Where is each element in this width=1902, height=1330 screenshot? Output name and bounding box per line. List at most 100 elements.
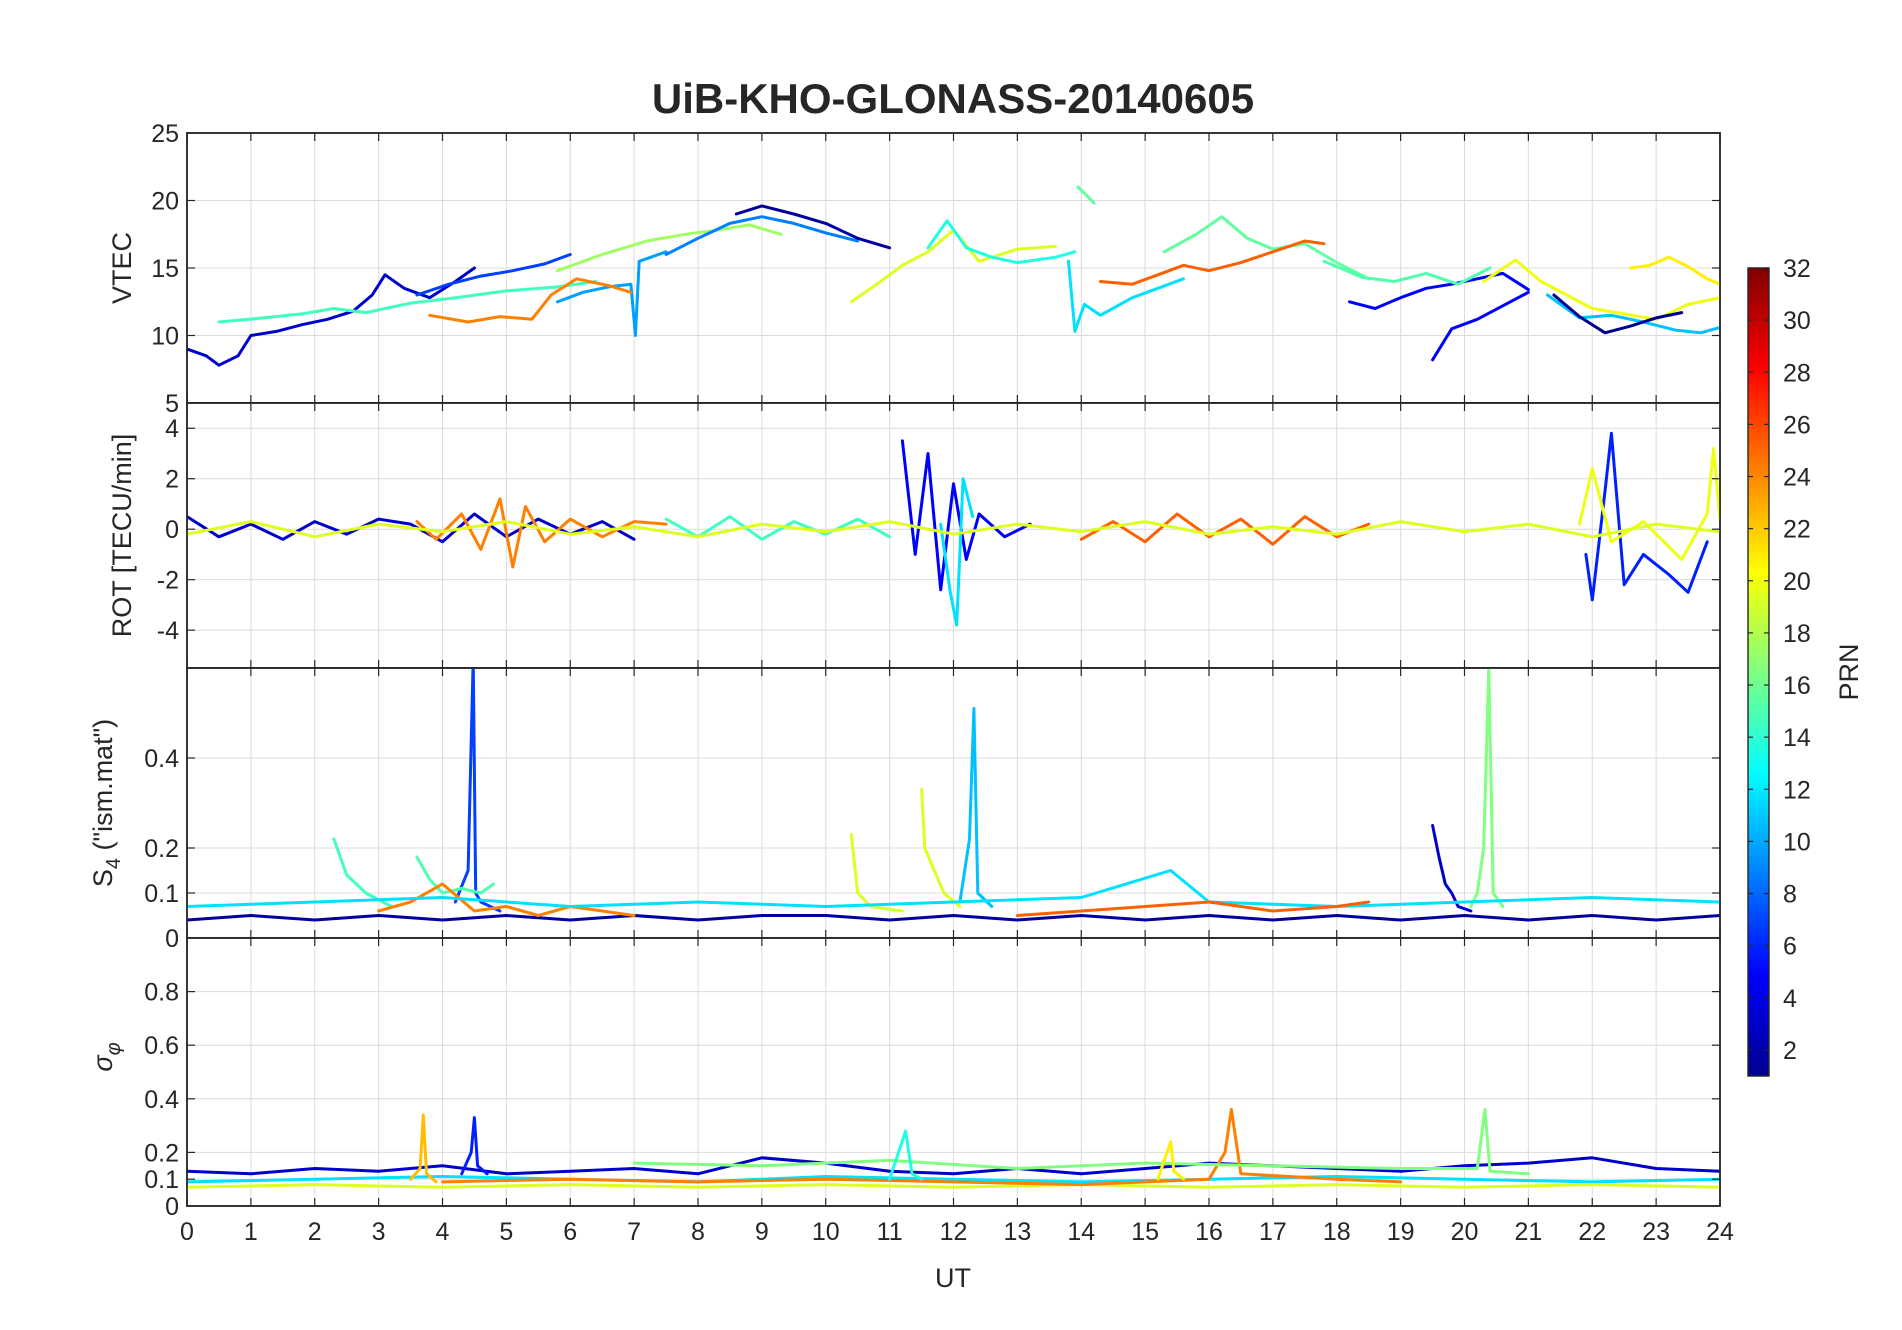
series-prn-1 <box>1552 293 1684 335</box>
series-prn-12 <box>187 869 1720 908</box>
y-tick-label: 0.2 <box>144 1139 179 1167</box>
y-axis-label: ROT [TECU/min] <box>107 434 137 638</box>
series-prn-5 <box>453 668 502 913</box>
colorbar-tick-label: 22 <box>1783 516 1811 544</box>
colorbar-tick-label: 28 <box>1783 359 1811 387</box>
series-prn-19 <box>1578 446 1720 561</box>
y-tick-label: -2 <box>157 567 179 595</box>
x-tick-label: 13 <box>1003 1218 1031 1246</box>
x-tick-label: 22 <box>1578 1218 1606 1246</box>
x-tick-label: 23 <box>1642 1218 1670 1246</box>
x-tick-label: 24 <box>1706 1218 1734 1246</box>
x-tick-label: 8 <box>691 1218 705 1246</box>
x-tick-label: 9 <box>755 1218 769 1246</box>
series-prn-13 <box>888 1129 924 1181</box>
y-tick-label: 4 <box>165 415 179 443</box>
x-tick-label: 0 <box>180 1218 194 1246</box>
series-prn-24 <box>1098 239 1326 286</box>
series-prn-24 <box>1015 900 1371 917</box>
series-prn-7 <box>664 215 860 256</box>
x-tick-label: 17 <box>1259 1218 1287 1246</box>
y-tick-label: 0.1 <box>144 1166 179 1194</box>
x-tick-label: 18 <box>1323 1218 1351 1246</box>
y-tick-label: 25 <box>151 120 179 148</box>
y-tick-label: 0.2 <box>144 835 179 863</box>
series-prn-15 <box>1322 259 1492 286</box>
series-prn-12 <box>939 477 975 627</box>
colorbar-gradient <box>1747 267 1770 1077</box>
x-tick-label: 20 <box>1451 1218 1479 1246</box>
colorbar-tick-label: 30 <box>1783 307 1811 335</box>
x-tick-label: 7 <box>627 1218 641 1246</box>
x-tick-label: 1 <box>244 1218 258 1246</box>
x-tick-label: 12 <box>940 1218 968 1246</box>
panel-vtec: 5 10 15 20 25 VTEC <box>107 120 1721 418</box>
series-prn-12 <box>187 1175 1720 1184</box>
series-prn-18 <box>556 223 783 273</box>
series-prn-21 <box>1156 1140 1185 1181</box>
series-prn-4 <box>1348 271 1530 310</box>
series-prn-24 <box>1079 512 1371 546</box>
series-prn-5 <box>415 253 572 297</box>
x-tick-label: 11 <box>877 1218 903 1246</box>
y-axis-label: σφ <box>88 1042 125 1071</box>
series-prn-6 <box>1584 431 1709 602</box>
colorbar-tick-label: 16 <box>1783 672 1811 700</box>
y-tick-label: -4 <box>157 617 179 645</box>
colorbar-tick-label: 26 <box>1783 411 1811 439</box>
x-tick-label: 4 <box>436 1218 450 1246</box>
series-prn-17 <box>1469 668 1505 908</box>
y-tick-label: 10 <box>151 323 179 351</box>
x-tick-label: 2 <box>308 1218 322 1246</box>
series-prn-19 <box>1482 258 1720 321</box>
x-tick-label: 5 <box>499 1218 513 1246</box>
series-prn-22 <box>409 1113 438 1184</box>
x-tick-label: 16 <box>1195 1218 1223 1246</box>
x-tick-label: 19 <box>1387 1218 1415 1246</box>
series-prn-11 <box>958 707 994 908</box>
series-prn-23 <box>428 277 633 324</box>
colorbar-tick-label: 2 <box>1783 1037 1797 1065</box>
y-axis-label: S4 ("ism.mat") <box>88 719 125 887</box>
y-tick-label: 0.4 <box>144 745 179 773</box>
series-prn-4 <box>1431 290 1530 362</box>
colorbar-tick-label: 12 <box>1783 776 1811 804</box>
series-prn-20 <box>920 788 962 908</box>
x-tick-label: 14 <box>1067 1218 1095 1246</box>
series-prn-14 <box>664 515 892 541</box>
series-prn-20 <box>187 1183 1720 1189</box>
panel-vtec-series <box>187 185 1720 367</box>
series-prn-17 <box>632 1108 1530 1176</box>
x-axis-label: UT <box>935 1263 971 1293</box>
series-prn-6 <box>460 1116 489 1176</box>
y-tick-label: 0 <box>165 1193 179 1221</box>
series-prn-23 <box>377 882 636 917</box>
colorbar-tick-label: 32 <box>1783 255 1811 283</box>
series-prn-3 <box>1431 824 1473 913</box>
colorbar-tick-label: 10 <box>1783 828 1811 856</box>
series-prn-20 <box>849 833 904 913</box>
panel-rot-series <box>187 431 1720 627</box>
panel-s4: 0 0.1 0.2 0.4 S4 ("ism.mat") <box>88 667 1721 953</box>
colorbar-tick-label: 6 <box>1783 933 1797 961</box>
y-tick-label: 0 <box>165 925 179 953</box>
x-tick-label: 21 <box>1514 1218 1542 1246</box>
colorbar-tick-label: 18 <box>1783 620 1811 648</box>
y-tick-label: 0 <box>165 516 179 544</box>
series-prn-3 <box>187 1156 1720 1176</box>
panel-rot: -4 -2 0 2 4 ROT [TECU/min] <box>107 402 1721 669</box>
series-prn-12 <box>1067 259 1185 333</box>
series-prn-14 <box>217 280 598 324</box>
series-prn-10 <box>556 250 668 337</box>
colorbar-tick-label: 20 <box>1783 568 1811 596</box>
y-axis-label: VTEC <box>107 232 137 304</box>
colorbar-tick-label: 8 <box>1783 881 1797 909</box>
colorbar-tick-label: 14 <box>1783 724 1811 752</box>
x-tick-label: 10 <box>812 1218 840 1246</box>
y-tick-label: 0.4 <box>144 1086 179 1114</box>
panel-s4-series <box>187 668 1720 922</box>
y-tick-label: 5 <box>165 390 179 418</box>
y-tick-label: 0.1 <box>144 880 179 908</box>
